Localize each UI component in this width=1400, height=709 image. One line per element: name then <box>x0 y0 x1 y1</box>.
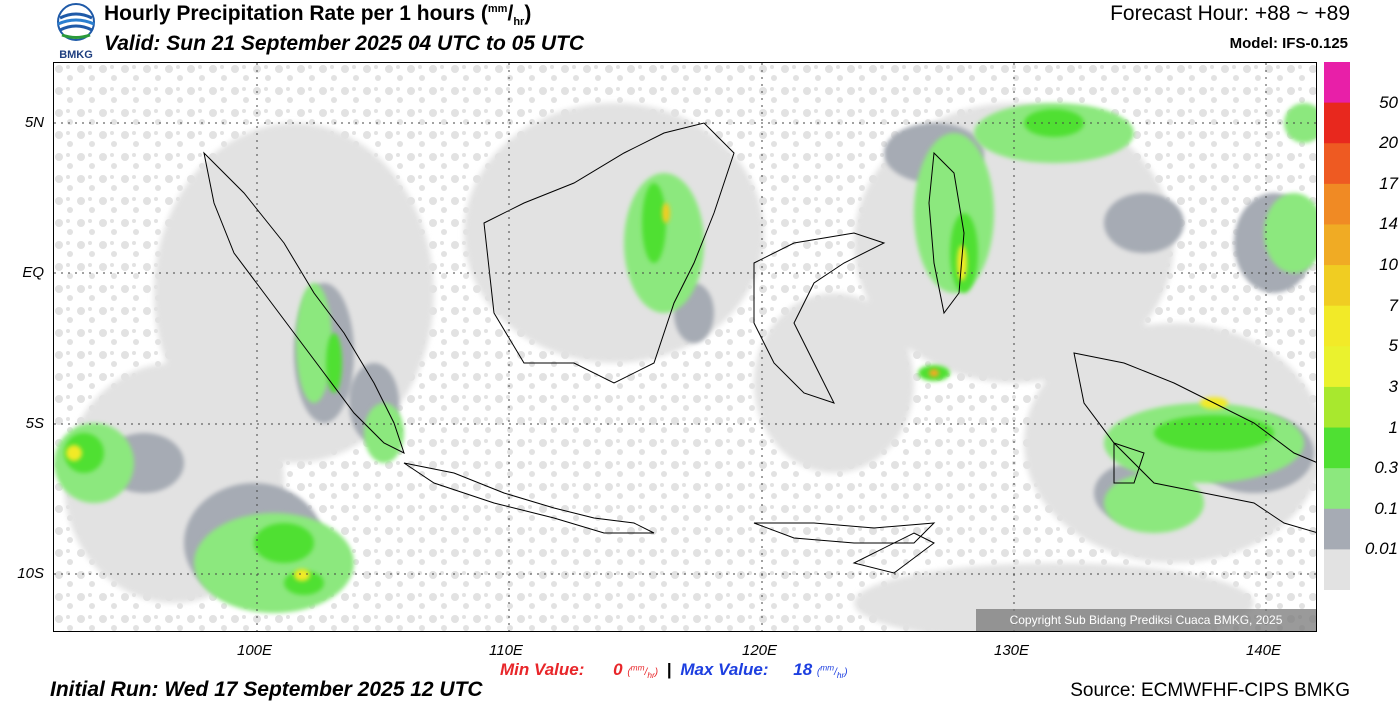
min-value: 0 <box>613 660 623 679</box>
lon-label-140e: 140E <box>1246 642 1282 659</box>
colorbar-swatch <box>1324 183 1350 225</box>
lat-label-10s: 10S <box>17 565 44 582</box>
colorbar <box>1324 62 1350 590</box>
min-max-values: Min Value: 0 (mm/hr) | Max Value: 18 (mm… <box>500 660 848 680</box>
lon-label-110e: 110E <box>489 642 523 659</box>
colorbar-label: 14 <box>1379 214 1398 234</box>
colorbar-swatch <box>1324 224 1350 266</box>
min-unit: (mm/hr) <box>627 662 659 680</box>
model-name: Model: IFS-0.125 <box>1229 35 1348 52</box>
precipitation-map[interactable] <box>53 62 1317 632</box>
colorbar-label: 10 <box>1379 255 1398 275</box>
logo-text: BMKG <box>59 49 93 60</box>
data-source: Source: ECMWFHF-CIPS BMKG <box>1070 680 1350 701</box>
colorbar-swatch <box>1324 427 1350 469</box>
title-text: Hourly Precipitation Rate per 1 hours (m… <box>104 2 532 29</box>
colorbar-label: 3 <box>1388 376 1398 396</box>
chart-title: Hourly Precipitation Rate per 1 hours (m… <box>104 2 531 28</box>
valid-time: Valid: Sun 21 September 2025 04 UTC to 0… <box>104 32 585 55</box>
lat-label-5n: 5N <box>24 114 44 131</box>
max-label: Max Value: <box>680 660 769 679</box>
colorbar-swatch <box>1324 265 1350 307</box>
colorbar-label: 20 <box>1379 133 1398 153</box>
gridlines <box>54 63 1316 631</box>
colorbar-label: 5 <box>1388 336 1398 356</box>
initial-run: Initial Run: Wed 17 September 2025 12 UT… <box>50 678 483 701</box>
colorbar-label: 0.3 <box>1374 458 1398 478</box>
lon-label-100e: 100E <box>237 642 273 659</box>
copyright-notice: Copyright Sub Bidang Prediksi Cuaca BMKG… <box>976 609 1316 631</box>
lat-label-5s: 5S <box>25 415 44 432</box>
lon-label-120e: 120E <box>742 642 778 659</box>
max-unit: (mm/hr) <box>816 662 848 680</box>
min-label: Min Value: <box>500 660 585 679</box>
colorbar-label: 0.1 <box>1374 498 1398 518</box>
colorbar-swatch <box>1324 468 1350 510</box>
max-value: 18 <box>793 660 813 679</box>
colorbar-label: 17 <box>1379 173 1398 193</box>
colorbar-label: 7 <box>1388 295 1398 315</box>
colorbar-swatch <box>1324 102 1350 144</box>
colorbar-label: 50 <box>1379 92 1398 112</box>
value-separator: | <box>666 660 672 679</box>
coastlines <box>203 122 1316 574</box>
lat-label-eq: EQ <box>22 264 44 281</box>
colorbar-swatch <box>1324 386 1350 429</box>
colorbar-swatch <box>1324 62 1350 104</box>
forecast-hour: Forecast Hour: +88 ~ +89 <box>1110 2 1350 25</box>
lon-label-130e: 130E <box>994 642 1030 659</box>
map-canvas <box>54 63 1316 631</box>
colorbar-swatch <box>1324 508 1350 550</box>
colorbar-label: 1 <box>1388 417 1398 437</box>
colorbar-swatch <box>1324 549 1350 590</box>
colorbar-swatch <box>1324 346 1350 388</box>
colorbar-swatch <box>1324 143 1350 185</box>
colorbar-swatch <box>1324 305 1350 347</box>
bmkg-logo-icon: BMKG <box>57 3 95 60</box>
colorbar-label: 0.01 <box>1364 539 1398 559</box>
